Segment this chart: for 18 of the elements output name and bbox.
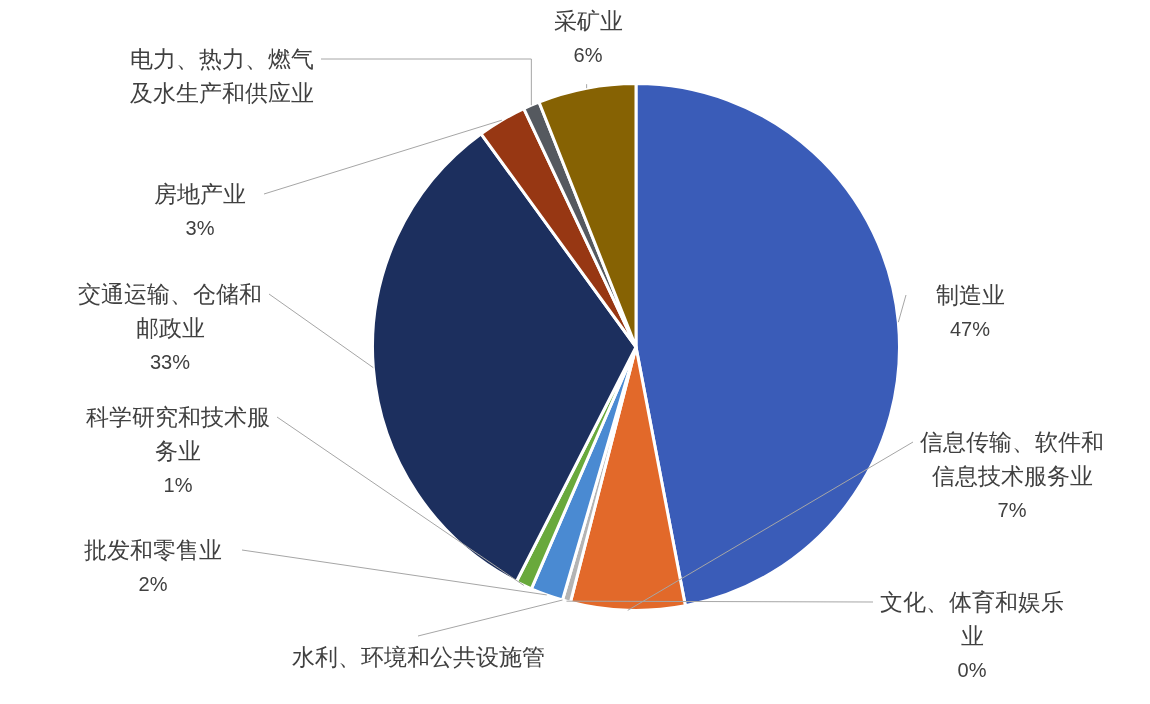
data-label: 7% [996,498,1028,523]
data-label: 1% [162,473,194,498]
slice-label: 文化、体育和娱乐业 [879,588,1065,651]
data-label: 3% [184,216,216,241]
slice-label: 科学研究和技术服务业 [85,403,271,466]
data-label: 33% [149,350,191,375]
slice-label: 信息传输、软件和信息技术服务业 [919,428,1105,491]
data-label: 6% [572,43,604,68]
slice-label: 批发和零售业 [83,536,223,565]
data-label: 47% [949,317,991,342]
slice-label: 交通运输、仓储和邮政业 [77,280,263,343]
data-label: 0% [956,658,988,683]
data-label: 2% [137,572,169,597]
slice-label: 制造业 [934,281,1006,310]
category-label: 水利、环境和公共设施管 [291,644,545,670]
slice-label: 电力、热力、燃气及水生产和供应业 [129,45,315,108]
slice-label: 采矿业 [552,7,624,36]
slice-label: 房地产业 [153,180,247,209]
